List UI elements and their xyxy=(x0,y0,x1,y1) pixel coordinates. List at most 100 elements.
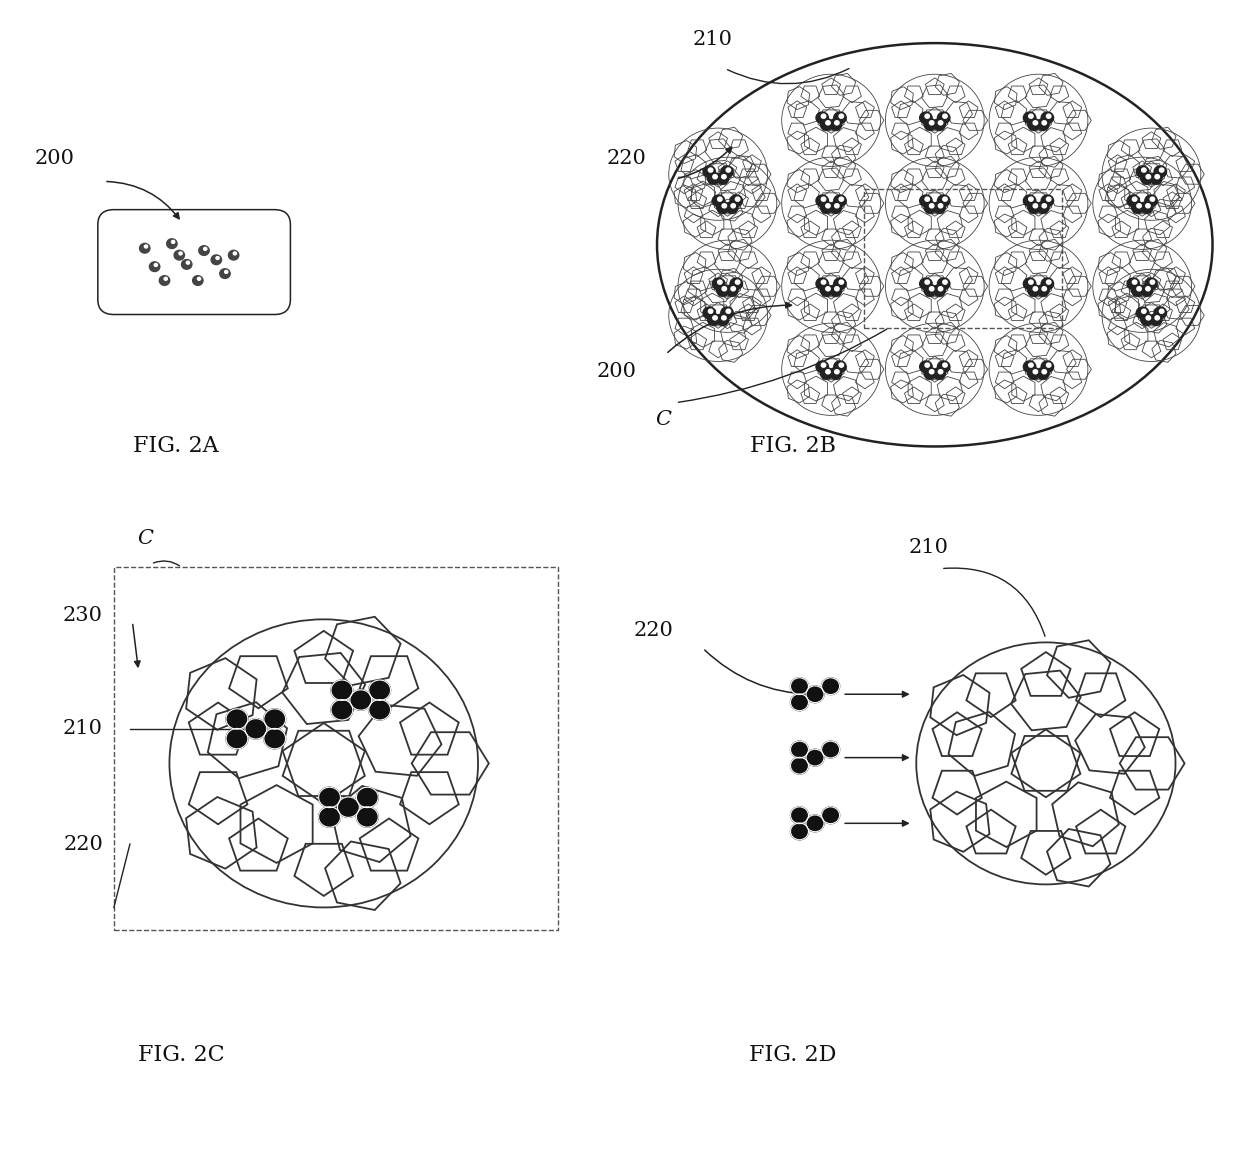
Circle shape xyxy=(1149,173,1162,184)
Circle shape xyxy=(920,361,932,373)
Circle shape xyxy=(1042,278,1054,290)
Circle shape xyxy=(717,314,729,325)
Circle shape xyxy=(1023,361,1035,373)
Circle shape xyxy=(1037,118,1049,131)
Circle shape xyxy=(718,280,722,284)
Circle shape xyxy=(822,677,839,695)
Circle shape xyxy=(932,367,945,379)
Circle shape xyxy=(839,197,843,201)
Circle shape xyxy=(1028,285,1040,296)
Circle shape xyxy=(830,285,842,296)
Text: 200: 200 xyxy=(596,362,636,381)
Circle shape xyxy=(730,204,735,208)
Circle shape xyxy=(703,166,715,177)
Circle shape xyxy=(826,287,831,291)
Circle shape xyxy=(821,118,833,131)
Circle shape xyxy=(830,118,842,131)
Circle shape xyxy=(839,280,843,284)
Circle shape xyxy=(708,314,720,325)
Circle shape xyxy=(331,680,353,701)
Circle shape xyxy=(350,690,372,710)
Circle shape xyxy=(821,197,826,201)
Circle shape xyxy=(717,173,729,184)
Circle shape xyxy=(1033,287,1038,291)
Circle shape xyxy=(224,270,228,273)
Circle shape xyxy=(806,686,825,703)
Circle shape xyxy=(708,173,720,184)
Circle shape xyxy=(920,278,932,290)
Text: 220: 220 xyxy=(606,149,646,168)
Text: FIG. 2C: FIG. 2C xyxy=(139,1045,226,1067)
Circle shape xyxy=(1151,197,1154,201)
Circle shape xyxy=(821,280,826,284)
Circle shape xyxy=(1137,287,1141,291)
Circle shape xyxy=(937,361,950,373)
Circle shape xyxy=(1023,195,1035,206)
Text: FIG. 2A: FIG. 2A xyxy=(133,435,218,457)
Circle shape xyxy=(822,741,839,758)
Circle shape xyxy=(1023,112,1035,124)
Circle shape xyxy=(833,195,846,206)
Circle shape xyxy=(703,307,715,318)
Circle shape xyxy=(1136,307,1148,318)
Circle shape xyxy=(932,201,945,213)
Circle shape xyxy=(939,369,942,374)
Circle shape xyxy=(720,307,733,318)
Circle shape xyxy=(368,680,391,701)
Circle shape xyxy=(821,362,826,367)
Circle shape xyxy=(791,823,808,840)
Circle shape xyxy=(1146,204,1151,208)
Circle shape xyxy=(1132,280,1137,284)
Circle shape xyxy=(181,259,192,269)
Circle shape xyxy=(1042,112,1054,124)
Circle shape xyxy=(826,369,831,374)
Circle shape xyxy=(821,285,833,296)
Circle shape xyxy=(725,285,738,296)
Circle shape xyxy=(1042,369,1047,374)
Circle shape xyxy=(1042,361,1054,373)
Circle shape xyxy=(727,309,730,314)
Circle shape xyxy=(826,120,831,125)
Circle shape xyxy=(1149,314,1162,325)
Circle shape xyxy=(925,197,930,201)
Circle shape xyxy=(1146,287,1151,291)
Circle shape xyxy=(179,252,182,255)
Circle shape xyxy=(791,757,808,774)
Circle shape xyxy=(718,197,722,201)
Circle shape xyxy=(830,201,842,213)
Circle shape xyxy=(730,287,735,291)
Circle shape xyxy=(816,112,828,124)
Circle shape xyxy=(1132,285,1145,296)
Circle shape xyxy=(939,120,942,125)
Circle shape xyxy=(942,280,947,284)
Circle shape xyxy=(937,112,950,124)
Circle shape xyxy=(1028,367,1040,379)
Circle shape xyxy=(937,278,950,290)
Circle shape xyxy=(835,369,839,374)
Circle shape xyxy=(806,815,825,831)
Circle shape xyxy=(166,239,177,249)
Circle shape xyxy=(925,115,930,118)
Circle shape xyxy=(1141,285,1153,296)
Circle shape xyxy=(1037,367,1049,379)
Circle shape xyxy=(174,250,185,261)
Circle shape xyxy=(937,195,950,206)
Circle shape xyxy=(816,278,828,290)
Circle shape xyxy=(925,280,930,284)
Circle shape xyxy=(924,367,936,379)
Circle shape xyxy=(835,204,839,208)
Circle shape xyxy=(920,112,932,124)
Circle shape xyxy=(791,694,808,711)
Circle shape xyxy=(319,807,341,827)
Circle shape xyxy=(712,195,724,206)
Circle shape xyxy=(211,255,222,265)
Circle shape xyxy=(197,277,201,280)
Circle shape xyxy=(833,112,846,124)
Circle shape xyxy=(822,807,839,823)
Bar xyxy=(864,190,1061,328)
Circle shape xyxy=(712,278,724,290)
Circle shape xyxy=(925,362,930,367)
Circle shape xyxy=(1146,175,1151,178)
Circle shape xyxy=(1136,166,1148,177)
Circle shape xyxy=(186,262,190,264)
